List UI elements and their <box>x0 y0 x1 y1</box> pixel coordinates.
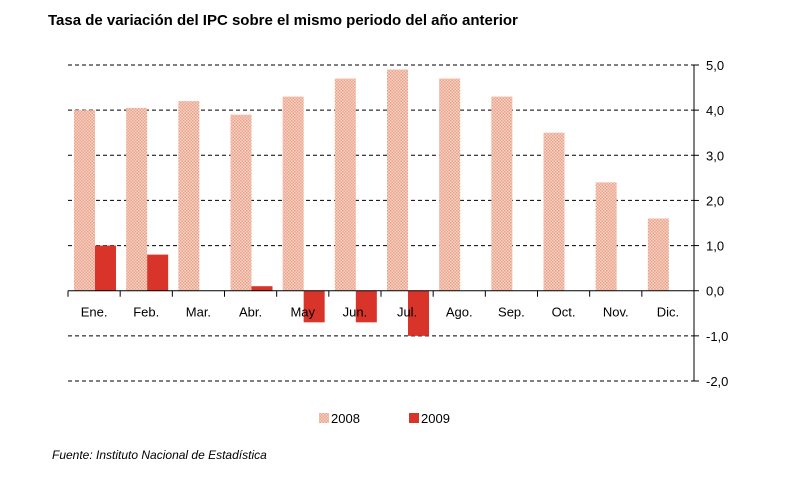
x-tick-label: Oct. <box>552 305 576 320</box>
bar-2008-10 <box>543 132 565 291</box>
bar-2009-5 <box>303 290 325 323</box>
bar-2009-2 <box>147 254 169 291</box>
bar-2008-12 <box>647 218 669 291</box>
y-tick-label: 5,0 <box>706 58 724 73</box>
x-tick-label: Mar. <box>186 305 211 320</box>
legend: 2008 2009 <box>319 411 450 426</box>
legend-label-2008: 2008 <box>331 411 360 426</box>
bar-2008-3 <box>178 101 200 291</box>
bar-2008-1 <box>74 110 95 291</box>
bar-2008-2 <box>126 107 148 291</box>
x-tick-label: Ene. <box>81 305 108 320</box>
x-tick-label: Jun. <box>343 305 368 320</box>
y-tick-label: 3,0 <box>706 148 724 163</box>
y-tick-label: 2,0 <box>706 193 724 208</box>
bar-2008-7 <box>387 69 408 291</box>
chart-source: Fuente: Instituto Nacional de Estadístic… <box>52 448 267 462</box>
x-tick-label: Ago. <box>446 305 473 320</box>
y-tick-label: -2,0 <box>706 374 728 389</box>
bar-2008-11 <box>595 182 617 291</box>
bar-2009-6 <box>355 290 377 323</box>
bars <box>74 69 669 336</box>
legend-label-2009: 2009 <box>421 411 450 426</box>
bar-2008-9 <box>491 96 513 291</box>
x-tick-label: May <box>290 305 315 320</box>
x-tick-label: Sep. <box>498 305 525 320</box>
bar-2009-7 <box>408 290 429 336</box>
y-tick-label: 0,0 <box>706 284 724 299</box>
x-tick-label: Dic. <box>657 305 679 320</box>
bar-2008-4 <box>230 114 252 291</box>
y-tick-label: -1,0 <box>706 329 728 344</box>
bar-2008-5 <box>282 96 304 291</box>
x-tick-label: Nov. <box>603 305 629 320</box>
bar-2008-8 <box>439 78 461 291</box>
x-tick-label: Feb. <box>133 305 159 320</box>
x-tick-label: Jul. <box>397 305 417 320</box>
x-tick-label: Abr. <box>239 305 262 320</box>
legend-swatch-2008 <box>319 413 329 423</box>
y-tick-label: 1,0 <box>706 239 724 254</box>
bar-2009-1 <box>95 245 116 291</box>
bar-2008-6 <box>334 78 356 291</box>
gridlines <box>68 64 694 382</box>
legend-swatch-2009 <box>409 413 419 423</box>
bar-2009-4 <box>251 286 273 291</box>
y-tick-label: 4,0 <box>706 103 724 118</box>
axes: 5,0 4,0 3,0 2,0 1,0 0,0 -1,0 -2,0 Ene. Feb. Mar. Ab… <box>67 58 728 389</box>
chart-title: Tasa de variación del IPC sobre el mismo… <box>48 12 518 29</box>
